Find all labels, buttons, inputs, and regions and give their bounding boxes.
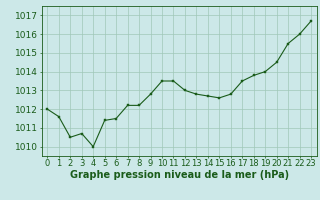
X-axis label: Graphe pression niveau de la mer (hPa): Graphe pression niveau de la mer (hPa)	[70, 170, 289, 180]
